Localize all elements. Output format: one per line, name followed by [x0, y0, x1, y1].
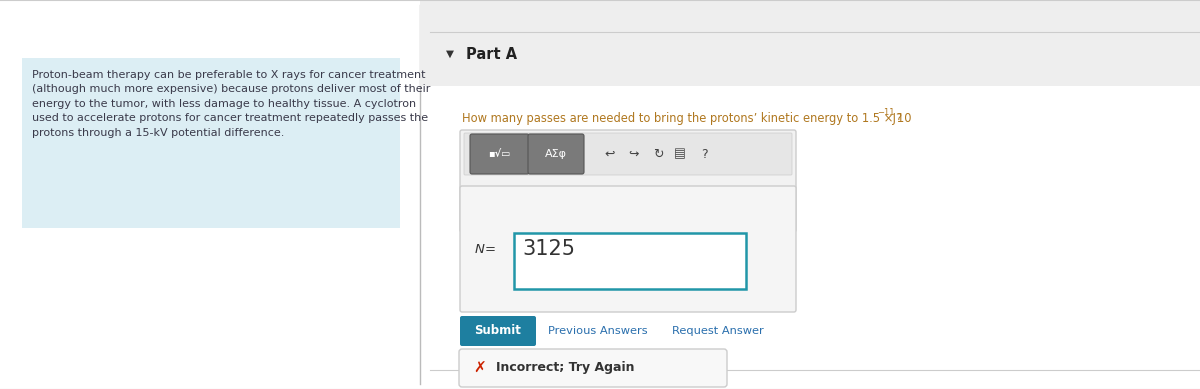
Text: ?: ?	[701, 147, 707, 161]
Bar	[22, 58, 400, 228]
Text: $N\!=\!$: $N\!=\!$	[474, 242, 496, 256]
Text: Previous Answers: Previous Answers	[548, 326, 648, 336]
Text: Request Answer: Request Answer	[672, 326, 763, 336]
Text: ↪: ↪	[629, 147, 640, 161]
Text: ▤: ▤	[674, 147, 686, 161]
Text: ΑΣφ: ΑΣφ	[545, 149, 568, 159]
Text: Incorrect; Try Again: Incorrect; Try Again	[496, 361, 635, 375]
Text: How many passes are needed to bring the protons’ kinetic energy to 1.5 × 10: How many passes are needed to bring the …	[462, 112, 912, 124]
FancyBboxPatch shape	[464, 133, 792, 175]
Text: ↻: ↻	[653, 147, 664, 161]
FancyBboxPatch shape	[460, 186, 796, 312]
Text: −11: −11	[877, 107, 894, 116]
Bar	[514, 233, 746, 289]
Text: Proton-beam therapy can be preferable to X rays for cancer treatment
(although m: Proton-beam therapy can be preferable to…	[32, 70, 431, 138]
FancyBboxPatch shape	[460, 130, 796, 232]
Text: ▪√▭: ▪√▭	[488, 149, 510, 159]
FancyBboxPatch shape	[460, 316, 536, 346]
FancyBboxPatch shape	[458, 349, 727, 387]
Text: 3125: 3125	[522, 239, 575, 259]
Text: ✗: ✗	[474, 361, 486, 375]
Text: J?: J?	[889, 112, 902, 124]
FancyBboxPatch shape	[470, 134, 529, 174]
Text: ▼: ▼	[446, 49, 454, 59]
Text: Part A: Part A	[466, 47, 517, 61]
FancyBboxPatch shape	[528, 134, 584, 174]
Text: ↩: ↩	[605, 147, 616, 161]
Text: Submit: Submit	[474, 324, 522, 338]
Bar	[420, 0, 1200, 86]
